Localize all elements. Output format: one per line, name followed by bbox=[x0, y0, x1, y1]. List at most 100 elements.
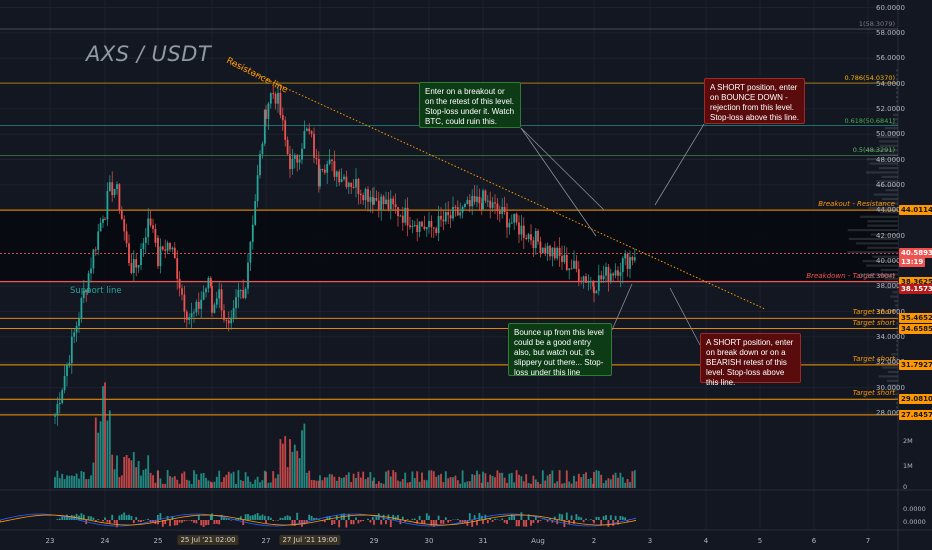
candle-body bbox=[94, 249, 97, 251]
note-short-bounce[interactable]: A SHORT position, enter on BOUNCE DOWN -… bbox=[704, 78, 805, 124]
candle-body bbox=[527, 234, 530, 240]
oscillator-bar bbox=[565, 512, 568, 520]
volume-profile-bar bbox=[896, 335, 898, 338]
volume-profile-bar bbox=[896, 344, 898, 347]
oscillator-bar bbox=[416, 520, 419, 524]
candle-body bbox=[494, 202, 496, 204]
volume-bar bbox=[508, 473, 511, 488]
volume-profile-bar bbox=[888, 384, 898, 387]
volume-bar bbox=[582, 474, 585, 488]
candle-body bbox=[277, 92, 279, 104]
volume-bar bbox=[159, 478, 162, 488]
volume-bar bbox=[197, 479, 200, 488]
candle-body bbox=[317, 158, 320, 187]
fib-label: 0(38.3904) bbox=[858, 272, 895, 281]
volume-bar bbox=[437, 475, 440, 488]
volume-bar bbox=[259, 482, 261, 488]
candle-body bbox=[380, 196, 383, 211]
oscillator-bar bbox=[359, 520, 362, 522]
volume-profile-bar bbox=[896, 109, 898, 112]
volume-bar bbox=[619, 472, 622, 488]
oscillator-bar bbox=[331, 520, 333, 526]
price-tick: 40.0000 bbox=[876, 256, 905, 265]
price-tag: 40.5893 bbox=[899, 248, 932, 259]
candle-body bbox=[549, 245, 551, 257]
candle-body bbox=[108, 182, 111, 192]
level-label: Target short bbox=[852, 308, 895, 317]
oscillator-bar bbox=[328, 515, 331, 520]
volume-bar bbox=[313, 480, 315, 488]
volume-bar bbox=[135, 467, 138, 488]
candle-body bbox=[80, 298, 83, 319]
note-breakout-arrow bbox=[520, 127, 605, 211]
oscillator-bar bbox=[209, 514, 212, 520]
candle-body bbox=[449, 215, 452, 219]
oscillator-bar bbox=[510, 514, 513, 520]
volume-profile-bar bbox=[895, 304, 898, 307]
volume-bar bbox=[452, 477, 454, 488]
note-breakout[interactable]: Enter on a breakout or on the retest of … bbox=[419, 82, 521, 128]
volume-profile-bar bbox=[894, 393, 898, 396]
candle-body bbox=[399, 215, 402, 217]
volume-bar bbox=[321, 480, 324, 488]
time-tick: 2 bbox=[591, 537, 597, 545]
volume-profile-bar bbox=[884, 126, 898, 130]
time-tick: 30 bbox=[424, 537, 434, 545]
volume-bar bbox=[510, 472, 513, 488]
volume-bar bbox=[570, 483, 573, 488]
volume-bar bbox=[256, 476, 259, 488]
volume-bar bbox=[607, 478, 610, 488]
oscillator-bar bbox=[345, 520, 348, 528]
volume-profile-bar bbox=[847, 228, 898, 232]
volume-profile-bar bbox=[869, 162, 898, 165]
oscillator-bar bbox=[135, 517, 138, 520]
candle-body bbox=[440, 215, 442, 220]
volume-bar bbox=[80, 471, 83, 488]
oscillator-bar bbox=[235, 518, 237, 520]
oscillator-bar bbox=[197, 515, 200, 520]
volume-bar bbox=[99, 421, 102, 488]
price-tick: 44.0000 bbox=[876, 206, 905, 215]
volume-profile-bar bbox=[890, 122, 898, 125]
candle-body bbox=[333, 161, 336, 177]
candle-body bbox=[605, 266, 607, 276]
oscillator-bar bbox=[520, 512, 523, 520]
volume-bar bbox=[476, 470, 478, 488]
volume-bar bbox=[326, 477, 329, 488]
volume-bar bbox=[190, 483, 193, 488]
volume-bar bbox=[377, 481, 380, 488]
volume-bar bbox=[97, 432, 100, 488]
oscillator-bar bbox=[447, 520, 450, 523]
fib-label: 0.5(48.3291) bbox=[852, 146, 895, 155]
candle-body bbox=[61, 390, 64, 403]
volume-bar bbox=[355, 477, 357, 488]
volume-bar bbox=[106, 420, 109, 488]
candle-body bbox=[259, 154, 261, 176]
volume-bar bbox=[176, 479, 179, 488]
volume-bar bbox=[188, 480, 191, 488]
oscillator-bar bbox=[301, 520, 303, 527]
oscillator-bar bbox=[130, 516, 133, 520]
volume-bar bbox=[298, 458, 301, 488]
oscillator-bar bbox=[317, 519, 320, 520]
oscillator-bar bbox=[239, 516, 242, 520]
oscillator-bar bbox=[389, 520, 392, 528]
note-short-breakdown[interactable]: A SHORT position, enter on break down or… bbox=[700, 333, 801, 387]
candle-body bbox=[471, 195, 474, 207]
oscillator-bar bbox=[392, 514, 395, 520]
candle-body bbox=[178, 278, 181, 289]
candle-body bbox=[323, 169, 326, 173]
oscillator-bar bbox=[406, 519, 409, 520]
volume-bar bbox=[118, 477, 121, 488]
oscillator-bar bbox=[104, 517, 106, 520]
volume-profile-bar bbox=[896, 406, 898, 409]
volume-profile-bar bbox=[896, 313, 898, 316]
volume-profile-bar bbox=[879, 140, 898, 143]
candle-body bbox=[570, 268, 573, 270]
candle-body bbox=[269, 93, 272, 104]
candle-body bbox=[484, 190, 487, 201]
candle-body bbox=[406, 207, 409, 226]
note-bounce-up[interactable]: Bounce up from this level could be a goo… bbox=[508, 323, 612, 377]
oscillator-bar bbox=[215, 520, 218, 524]
